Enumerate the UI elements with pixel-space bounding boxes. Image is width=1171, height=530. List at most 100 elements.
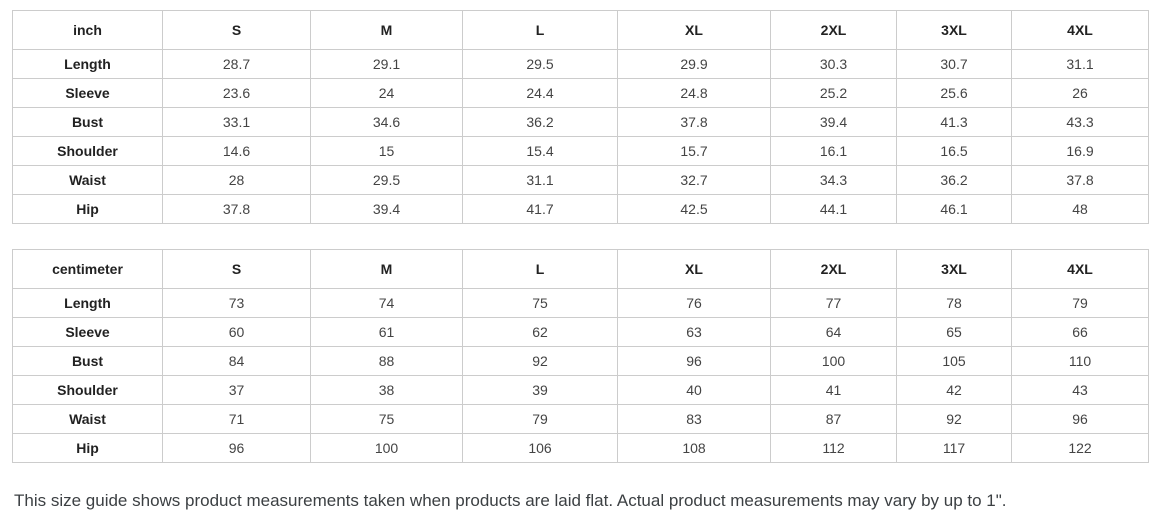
table-row-waist: Waist 71 75 79 83 87 92 96 — [12, 404, 1149, 434]
measurement-cell: 30.3 — [770, 49, 897, 79]
measurement-cell: 14.6 — [162, 136, 311, 166]
measurement-cell: 29.1 — [310, 49, 463, 79]
size-header-xl: XL — [617, 10, 771, 50]
measurement-cell: 77 — [770, 288, 897, 318]
measurement-cell: 122 — [1011, 433, 1149, 463]
measurement-cell: 79 — [1011, 288, 1149, 318]
size-header-4xl: 4XL — [1011, 10, 1149, 50]
measurement-cell: 117 — [896, 433, 1012, 463]
measurement-cell: 38 — [310, 375, 463, 405]
measurement-cell: 100 — [770, 346, 897, 376]
size-header-xl: XL — [617, 249, 771, 289]
table-row-length: Length 28.7 29.1 29.5 29.9 30.3 30.7 31.… — [12, 49, 1149, 79]
measurement-cell: 79 — [462, 404, 618, 434]
measurement-cell: 92 — [896, 404, 1012, 434]
size-header-m: M — [310, 10, 463, 50]
measurement-cell: 71 — [162, 404, 311, 434]
measurement-cell: 28 — [162, 165, 311, 195]
measurement-cell: 36.2 — [896, 165, 1012, 195]
measurement-cell: 64 — [770, 317, 897, 347]
size-header-4xl: 4XL — [1011, 249, 1149, 289]
table-row-length: Length 73 74 75 76 77 78 79 — [12, 288, 1149, 318]
measurement-cell: 29.9 — [617, 49, 771, 79]
row-label: Shoulder — [12, 136, 163, 166]
measurement-cell: 39.4 — [310, 194, 463, 224]
size-header-2xl: 2XL — [770, 10, 897, 50]
size-header-l: L — [462, 10, 618, 50]
measurement-cell: 42 — [896, 375, 1012, 405]
table-row-sleeve: Sleeve 60 61 62 63 64 65 66 — [12, 317, 1149, 347]
measurement-cell: 23.6 — [162, 78, 311, 108]
measurement-cell: 37.8 — [1011, 165, 1149, 195]
measurement-cell: 37.8 — [162, 194, 311, 224]
measurement-cell: 41.3 — [896, 107, 1012, 137]
row-label: Waist — [12, 165, 163, 195]
row-label: Hip — [12, 194, 163, 224]
measurement-cell: 83 — [617, 404, 771, 434]
measurement-cell: 33.1 — [162, 107, 311, 137]
measurement-cell: 65 — [896, 317, 1012, 347]
measurement-cell: 62 — [462, 317, 618, 347]
measurement-cell: 63 — [617, 317, 771, 347]
measurement-cell: 29.5 — [462, 49, 618, 79]
size-header-l: L — [462, 249, 618, 289]
measurement-cell: 37.8 — [617, 107, 771, 137]
measurement-cell: 39 — [462, 375, 618, 405]
row-label: Bust — [12, 107, 163, 137]
measurement-cell: 42.5 — [617, 194, 771, 224]
measurement-cell: 74 — [310, 288, 463, 318]
measurement-cell: 75 — [310, 404, 463, 434]
measurement-cell: 41.7 — [462, 194, 618, 224]
measurement-cell: 105 — [896, 346, 1012, 376]
measurement-cell: 43.3 — [1011, 107, 1149, 137]
unit-header-cell: inch — [12, 10, 163, 50]
measurement-cell: 73 — [162, 288, 311, 318]
measurement-cell: 92 — [462, 346, 618, 376]
row-label: Shoulder — [12, 375, 163, 405]
measurement-cell: 48 — [1011, 194, 1149, 224]
measurement-cell: 43 — [1011, 375, 1149, 405]
measurement-cell: 46.1 — [896, 194, 1012, 224]
row-label: Length — [12, 288, 163, 318]
measurement-cell: 24.8 — [617, 78, 771, 108]
measurement-cell: 24.4 — [462, 78, 618, 108]
measurement-cell: 96 — [162, 433, 311, 463]
size-table-inch: inch S M L XL 2XL 3XL 4XL Length 28.7 29… — [12, 10, 1149, 224]
unit-header-cell: centimeter — [12, 249, 163, 289]
size-header-m: M — [310, 249, 463, 289]
measurement-cell: 75 — [462, 288, 618, 318]
table-row-bust: Bust 84 88 92 96 100 105 110 — [12, 346, 1149, 376]
measurement-cell: 24 — [310, 78, 463, 108]
table-row-hip: Hip 96 100 106 108 112 117 122 — [12, 433, 1149, 463]
row-label: Hip — [12, 433, 163, 463]
table-row-hip: Hip 37.8 39.4 41.7 42.5 44.1 46.1 48 — [12, 194, 1149, 224]
measurement-cell: 60 — [162, 317, 311, 347]
measurement-cell: 36.2 — [462, 107, 618, 137]
measurement-cell: 25.6 — [896, 78, 1012, 108]
row-label: Sleeve — [12, 78, 163, 108]
size-header-3xl: 3XL — [896, 10, 1012, 50]
size-header-2xl: 2XL — [770, 249, 897, 289]
measurement-cell: 34.3 — [770, 165, 897, 195]
measurement-cell: 16.5 — [896, 136, 1012, 166]
measurement-cell: 112 — [770, 433, 897, 463]
measurement-cell: 15.4 — [462, 136, 618, 166]
measurement-cell: 28.7 — [162, 49, 311, 79]
measurement-cell: 16.9 — [1011, 136, 1149, 166]
table-row-sleeve: Sleeve 23.6 24 24.4 24.8 25.2 25.6 26 — [12, 78, 1149, 108]
row-label: Sleeve — [12, 317, 163, 347]
size-header-3xl: 3XL — [896, 249, 1012, 289]
measurement-cell: 15 — [310, 136, 463, 166]
measurement-cell: 25.2 — [770, 78, 897, 108]
measurement-cell: 88 — [310, 346, 463, 376]
measurement-cell: 16.1 — [770, 136, 897, 166]
measurement-cell: 37 — [162, 375, 311, 405]
row-label: Waist — [12, 404, 163, 434]
size-guide-footnote: This size guide shows product measuremen… — [14, 491, 1007, 510]
size-table-centimeter: centimeter S M L XL 2XL 3XL 4XL Length 7… — [12, 249, 1149, 463]
measurement-cell: 61 — [310, 317, 463, 347]
measurement-cell: 110 — [1011, 346, 1149, 376]
measurement-cell: 96 — [1011, 404, 1149, 434]
measurement-cell: 100 — [310, 433, 463, 463]
